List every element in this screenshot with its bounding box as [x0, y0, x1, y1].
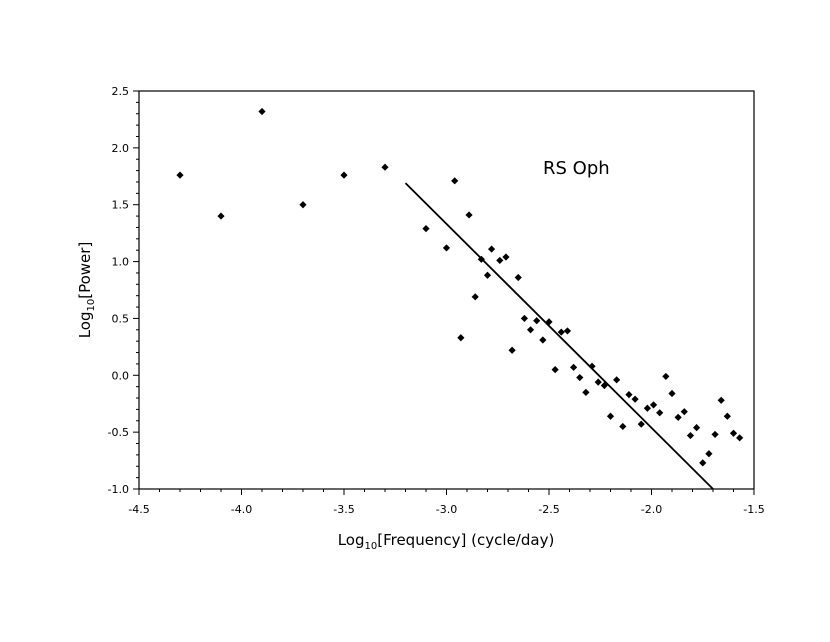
data-point — [465, 211, 473, 219]
data-point — [551, 366, 559, 374]
y-tick-label: 2.0 — [112, 142, 130, 155]
data-point — [545, 318, 553, 326]
x-tick-label: -2.5 — [538, 503, 559, 516]
data-point — [514, 273, 522, 282]
plot-area-frame — [138, 90, 755, 490]
data-point — [606, 412, 615, 420]
data-point — [668, 389, 676, 398]
data-point — [711, 430, 719, 439]
data-point — [637, 420, 645, 428]
data-point — [496, 256, 504, 265]
x-axis-ticks — [138, 489, 755, 495]
data-point — [600, 381, 608, 390]
y-tick-label: 0.5 — [112, 312, 130, 325]
data-point — [508, 346, 516, 354]
data-point — [662, 372, 670, 381]
data-point — [471, 293, 479, 301]
y-axis-title-subscript: 10 — [86, 299, 97, 312]
x-tick-label: -4.0 — [231, 503, 252, 516]
data-point — [619, 422, 627, 431]
data-point — [483, 271, 492, 279]
data-point — [457, 334, 465, 342]
data-point — [705, 450, 713, 458]
data-point — [176, 171, 184, 179]
data-point — [576, 373, 584, 382]
data-point — [557, 328, 565, 336]
fit-line — [404, 182, 714, 490]
data-point — [686, 431, 695, 440]
data-point — [340, 171, 348, 179]
data-point — [451, 177, 459, 185]
data-point — [502, 253, 510, 261]
data-point — [649, 401, 658, 409]
y-tick-label: 1.5 — [112, 199, 130, 212]
y-tick-label: 2.5 — [112, 85, 130, 98]
data-point — [656, 409, 664, 417]
data-point — [723, 412, 731, 420]
data-point — [570, 363, 578, 371]
x-tick-label: -3.5 — [333, 503, 354, 516]
data-point — [422, 224, 430, 233]
data-point — [258, 107, 266, 116]
data-point — [533, 317, 541, 325]
x-axis-title-subscript: 10 — [364, 541, 377, 552]
data-point — [643, 404, 651, 412]
data-point — [674, 413, 682, 421]
y-tick-label: -1.0 — [108, 483, 129, 496]
data-points — [176, 107, 744, 467]
y-axis-tick-labels: -1.0 -0.5 0.0 0.5 1.0 1.5 2.0 2.5 — [108, 85, 129, 496]
data-point — [717, 396, 725, 404]
x-axis-title: Log10[Frequency] (cycle/day) — [338, 531, 555, 552]
x-tick-label: -1.5 — [743, 503, 764, 516]
y-axis-title-suffix: [Power] — [76, 242, 94, 299]
y-axis-title: Log10[Power] — [76, 242, 97, 339]
data-point — [680, 408, 688, 416]
data-point — [693, 423, 701, 432]
data-point — [729, 429, 738, 437]
x-tick-label: -2.0 — [641, 503, 662, 516]
data-point — [625, 391, 633, 399]
y-axis-ticks — [133, 90, 139, 490]
x-axis-title-prefix: Log — [338, 531, 365, 549]
y-tick-label: 0.0 — [112, 369, 130, 382]
data-point — [442, 244, 451, 252]
x-tick-label: -4.5 — [128, 503, 149, 516]
data-point — [526, 326, 535, 334]
data-point — [736, 434, 744, 442]
y-tick-label: -0.5 — [108, 426, 129, 439]
y-tick-label: 1.0 — [112, 256, 130, 269]
data-point — [594, 378, 602, 386]
x-axis-tick-labels: -4.5 -4.0 -3.5 -3.0 -2.5 -2.0 -1.5 — [128, 503, 764, 516]
data-point — [563, 327, 572, 335]
data-point — [539, 336, 547, 344]
y-axis-title-prefix: Log — [76, 312, 94, 339]
chart-annotation: RS Oph — [543, 158, 610, 179]
data-point — [582, 388, 590, 396]
data-point — [520, 314, 528, 323]
data-point — [299, 201, 307, 209]
x-tick-label: -3.0 — [436, 503, 457, 516]
data-point — [488, 245, 496, 253]
x-axis-title-suffix: [Frequency] (cycle/day) — [377, 531, 554, 549]
data-point — [613, 376, 621, 384]
data-point — [217, 212, 225, 220]
data-point — [588, 362, 596, 370]
data-point — [699, 459, 707, 467]
data-point — [381, 163, 389, 171]
data-point — [631, 395, 639, 403]
